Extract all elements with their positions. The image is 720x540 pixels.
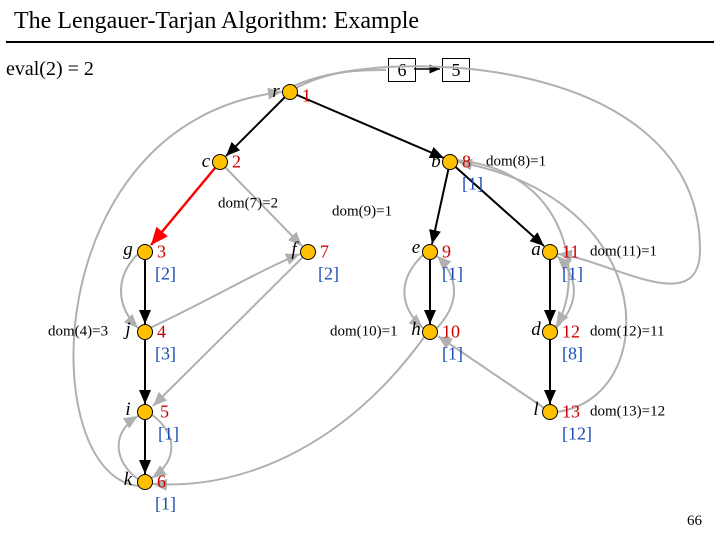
page-number: 66 [687,513,702,530]
node-h [422,324,438,340]
node-d [542,324,558,340]
label-c: c [202,151,210,173]
ann-l: dom(13)=12 [590,404,665,421]
sdom-g: [2] [155,264,176,285]
label-e: e [412,237,420,259]
ann-dom7: dom(7)=2 [218,196,278,213]
dfs-l: 13 [562,402,580,423]
label-r: r [272,81,279,103]
node-c [212,154,228,170]
ann-h: dom(10)=1 [330,324,398,341]
dfs-j: 4 [157,322,166,343]
sdom-b: [1] [462,174,483,195]
sdom-a: [1] [562,264,583,285]
node-a [542,244,558,260]
node-k [137,474,153,490]
label-j: j [125,319,130,341]
dfs-f: 7 [320,242,329,263]
sdom-e: [1] [442,264,463,285]
dfs-r: 1 [302,86,311,107]
label-g: g [123,239,133,261]
node-f [300,244,316,260]
label-i: i [125,399,130,421]
ann-a: dom(11)=1 [590,244,657,261]
node-b [442,154,458,170]
node-r [282,84,298,100]
ann-dom9: dom(9)=1 [332,204,392,221]
dfs-e: 9 [442,242,451,263]
node-g [137,244,153,260]
ann-j: dom(4)=3 [48,324,108,341]
dfs-k: 6 [157,472,166,493]
label-h: h [411,319,421,341]
sdom-i: [1] [158,424,179,445]
dfs-a: 11 [562,242,579,263]
label-d: d [531,319,541,341]
label-b: b [431,151,441,173]
label-a: a [531,239,541,261]
dfs-d: 12 [562,322,580,343]
dfs-b: 8 [462,152,471,173]
sdom-l: [12] [562,424,592,445]
sdom-f: [2] [318,264,339,285]
sdom-j: [3] [155,344,176,365]
ann-d: dom(12)=11 [590,324,665,341]
label-k: k [124,469,132,491]
node-j [137,324,153,340]
sdom-h: [1] [442,344,463,365]
dfs-h: 10 [442,322,460,343]
sdom-k: [1] [155,494,176,515]
node-e [422,244,438,260]
label-l: l [533,399,538,421]
node-l [542,404,558,420]
label-f: f [291,239,296,261]
graph-edges [0,0,720,540]
ann-b: dom(8)=1 [486,154,546,171]
node-i [137,404,153,420]
sdom-d: [8] [562,344,583,365]
dfs-c: 2 [232,152,241,173]
dfs-i: 5 [160,402,169,423]
dfs-g: 3 [157,242,166,263]
